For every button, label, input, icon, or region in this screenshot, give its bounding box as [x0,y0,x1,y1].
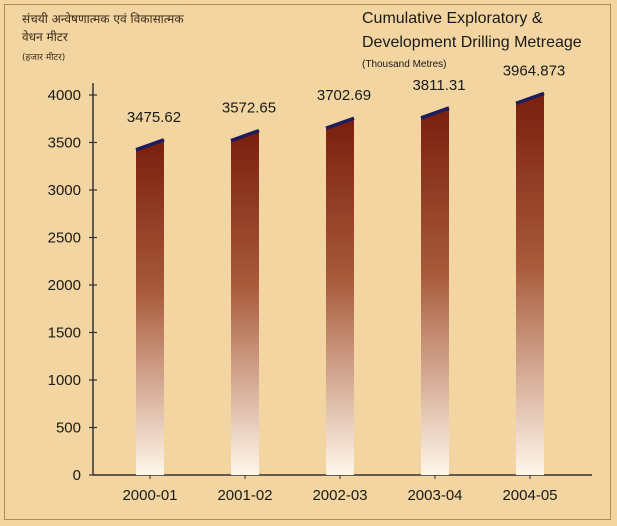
y-tick-label: 4000 [48,87,81,104]
bar [326,118,354,476]
y-tick-label: 3500 [48,135,81,152]
data-label: 3475.62 [127,109,181,126]
unit-label-hindi: (हजार मीटर) [22,53,66,63]
bar-cap [325,116,355,130]
bar-cap [515,91,545,105]
y-tick-label: 1000 [48,372,81,389]
chart-title-line2: Development Drilling Metreage [362,34,582,51]
bar [421,107,449,476]
y-tick-label: 2000 [48,277,81,294]
bar-cap [230,128,260,143]
chart-title: Cumulative Exploratory & [362,10,543,27]
data-label: 3964.873 [503,62,566,79]
bar [136,139,164,475]
bars [135,91,545,476]
x-tick-label: 2004-05 [502,487,557,504]
bar-cap [420,106,450,120]
y-tick-label: 500 [56,420,81,437]
data-label: 3811.31 [412,77,465,94]
unit-label: (Thousand Metres) [362,59,447,70]
chart-title-hindi: संचयी अन्वेषणात्मक एवं विकासात्मक [22,12,184,26]
x-tick-label: 2001-02 [217,487,272,504]
axes: 0 500 1000 1500 2000 2500 3000 3500 4000 [48,83,592,484]
bar [516,93,544,475]
x-tick-label: 2003-04 [407,487,462,504]
x-tick-label: 2000-01 [122,487,177,504]
y-tick-label: 0 [73,467,81,484]
data-label: 3572.65 [222,100,276,117]
bar [231,130,259,475]
bar-cap [135,138,165,152]
y-tick-label: 2500 [48,230,81,247]
y-tick-label: 3000 [48,182,81,199]
x-tick-label: 2002-03 [312,487,367,504]
data-label: 3702.69 [317,87,371,104]
y-tick-label: 1500 [48,325,81,342]
chart-frame [4,4,611,520]
chart-title-hindi-line2: वेधन मीटर [22,30,68,44]
labels: 3475.62 2000-01 3572.65 2001-02 3702.69 2002-… [122,62,565,504]
